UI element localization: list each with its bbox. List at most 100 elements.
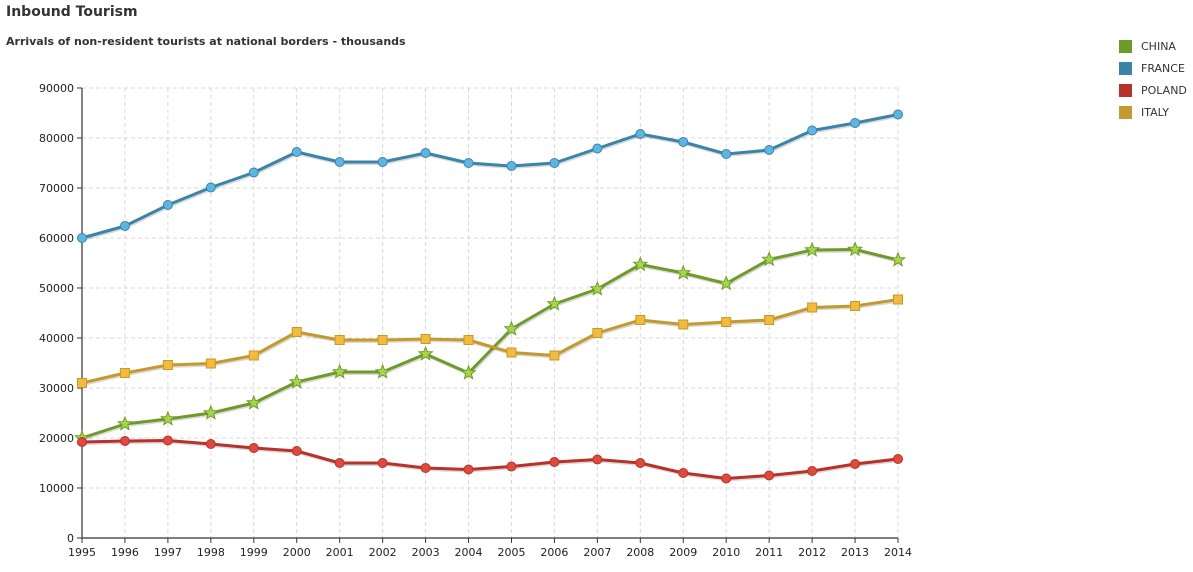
data-point-italy bbox=[420, 334, 431, 344]
x-tick-label: 2006 bbox=[540, 546, 568, 559]
data-point-italy bbox=[506, 347, 517, 358]
data-point-poland bbox=[377, 458, 388, 468]
y-tick-label: 50000 bbox=[39, 282, 74, 295]
data-point-poland bbox=[635, 458, 646, 468]
data-point-poland bbox=[592, 454, 603, 465]
data-point-china bbox=[675, 264, 692, 280]
legend-swatch-italy bbox=[1119, 105, 1132, 119]
data-point-china bbox=[718, 275, 735, 291]
data-point-italy bbox=[291, 327, 302, 337]
data-point-china bbox=[460, 364, 477, 380]
data-point-poland bbox=[334, 458, 345, 468]
x-tick-label: 2008 bbox=[626, 546, 654, 559]
legend-label-poland: POLAND bbox=[1141, 83, 1187, 97]
data-point-italy bbox=[678, 319, 689, 330]
y-tick-label: 30000 bbox=[39, 382, 74, 395]
data-point-china bbox=[503, 320, 520, 336]
data-point-france bbox=[77, 233, 87, 243]
series-line-shadow-china bbox=[82, 249, 900, 441]
data-point-france bbox=[506, 161, 517, 171]
y-tick-label: 0 bbox=[67, 532, 74, 545]
legend-swatch-china bbox=[1119, 39, 1132, 53]
series-line-france bbox=[81, 113, 899, 240]
x-tick-label: 1997 bbox=[154, 546, 182, 559]
x-tick-label: 2013 bbox=[841, 546, 869, 559]
legend-swatch-poland bbox=[1119, 83, 1132, 97]
x-tick-label: 2011 bbox=[755, 546, 783, 559]
series-line-shadow-italy bbox=[82, 299, 900, 386]
data-point-italy bbox=[77, 378, 87, 388]
data-point-france bbox=[850, 118, 861, 128]
data-point-china bbox=[417, 345, 434, 361]
data-point-china bbox=[288, 373, 305, 389]
y-tick-label: 80000 bbox=[39, 132, 74, 145]
data-point-italy bbox=[119, 368, 130, 378]
data-point-italy bbox=[850, 301, 861, 311]
legend: CHINA FRANCE POLAND ITALY bbox=[1119, 35, 1187, 123]
data-point-poland bbox=[162, 435, 173, 446]
x-tick-label: 2002 bbox=[369, 546, 397, 559]
legend-item-china[interactable]: CHINA bbox=[1119, 35, 1187, 57]
data-point-france bbox=[248, 167, 259, 178]
data-point-france bbox=[592, 143, 603, 154]
data-point-poland bbox=[463, 464, 474, 475]
data-point-china bbox=[116, 415, 133, 431]
data-point-poland bbox=[764, 470, 775, 481]
data-point-france bbox=[893, 109, 903, 120]
legend-item-france[interactable]: FRANCE bbox=[1119, 57, 1187, 79]
data-point-france bbox=[807, 125, 818, 136]
legend-item-italy[interactable]: ITALY bbox=[1119, 101, 1187, 123]
y-tick-label: 60000 bbox=[39, 232, 74, 245]
y-tick-label: 20000 bbox=[39, 432, 74, 445]
legend-swatch-france bbox=[1119, 61, 1132, 75]
data-point-italy bbox=[463, 335, 474, 345]
x-tick-label: 2009 bbox=[669, 546, 697, 559]
data-point-italy bbox=[205, 358, 216, 369]
data-point-italy bbox=[635, 315, 646, 325]
legend-label-italy: ITALY bbox=[1141, 105, 1170, 119]
data-point-france bbox=[291, 147, 302, 157]
data-point-france bbox=[119, 221, 130, 231]
data-point-poland bbox=[506, 461, 517, 472]
data-point-italy bbox=[721, 317, 732, 327]
x-tick-label: 1998 bbox=[197, 546, 225, 559]
data-point-china bbox=[589, 280, 606, 296]
x-tick-label: 2014 bbox=[884, 546, 912, 559]
series-line-shadow-france bbox=[82, 114, 900, 241]
y-tick-label: 10000 bbox=[39, 482, 74, 495]
x-tick-label: 2001 bbox=[326, 546, 354, 559]
data-point-france bbox=[721, 149, 732, 159]
chart-subtitle: Arrivals of non-resident tourists at nat… bbox=[6, 35, 406, 48]
y-tick-label: 90000 bbox=[39, 82, 74, 95]
data-point-france bbox=[463, 158, 474, 168]
data-point-poland bbox=[291, 446, 302, 456]
data-point-italy bbox=[807, 302, 818, 313]
data-point-poland bbox=[248, 443, 259, 453]
data-point-italy bbox=[248, 350, 259, 361]
legend-item-poland[interactable]: POLAND bbox=[1119, 79, 1187, 101]
chart-title: Inbound Tourism bbox=[6, 4, 138, 20]
data-point-france bbox=[205, 182, 216, 193]
x-tick-label: 2004 bbox=[455, 546, 483, 559]
data-point-italy bbox=[893, 294, 903, 305]
x-tick-label: 1996 bbox=[111, 546, 139, 559]
data-point-france bbox=[420, 148, 431, 158]
data-point-china bbox=[374, 363, 391, 379]
series-line-poland bbox=[81, 439, 899, 480]
data-point-france bbox=[162, 200, 173, 210]
data-point-italy bbox=[592, 328, 603, 338]
data-point-china bbox=[847, 241, 864, 257]
data-point-poland bbox=[721, 473, 732, 484]
data-point-france bbox=[549, 158, 560, 168]
data-point-italy bbox=[549, 350, 560, 361]
data-point-china bbox=[761, 251, 778, 267]
data-point-poland bbox=[807, 466, 818, 476]
x-tick-label: 2005 bbox=[497, 546, 525, 559]
data-point-china bbox=[331, 363, 348, 379]
x-tick-label: 2000 bbox=[283, 546, 311, 559]
legend-label-china: CHINA bbox=[1141, 39, 1176, 53]
x-tick-label: 1995 bbox=[68, 546, 96, 559]
data-point-italy bbox=[334, 335, 345, 345]
y-tick-label: 40000 bbox=[39, 332, 74, 345]
